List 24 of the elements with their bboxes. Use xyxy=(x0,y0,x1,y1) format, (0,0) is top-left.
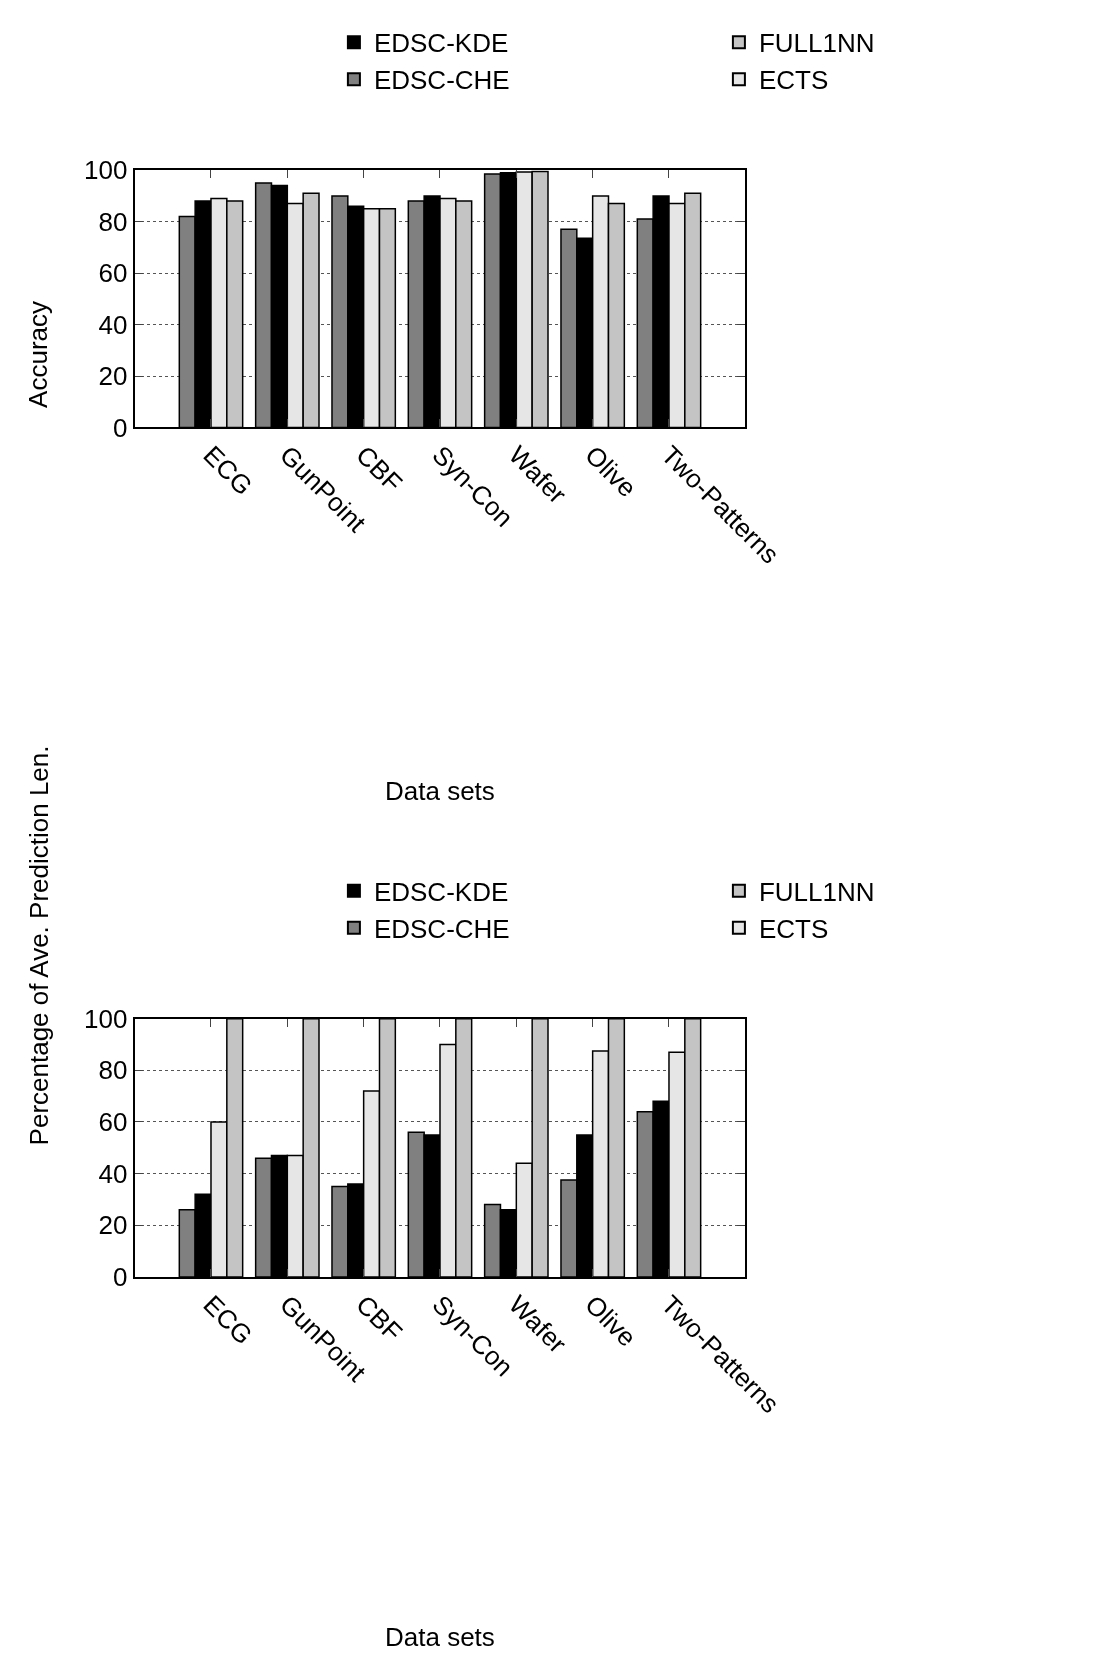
y-tick-label: 80 xyxy=(98,1055,128,1086)
y-tick-label: 60 xyxy=(98,258,128,289)
legend-label: EDSC-CHE xyxy=(373,913,510,944)
y-tick-label: 40 xyxy=(98,1158,128,1189)
x-axis-title: Data sets xyxy=(385,1622,495,1652)
legend-label: FULL1NN xyxy=(758,28,875,59)
legend-label: ECTS xyxy=(758,913,829,944)
y-tick-label: 20 xyxy=(98,361,128,392)
legend-label: EDSC-KDE xyxy=(373,876,509,907)
y-axis-title: Accuracy xyxy=(23,301,54,408)
legend-label: ECTS xyxy=(758,65,829,96)
y-tick-label: 100 xyxy=(84,155,128,186)
legend-label: FULL1NN xyxy=(758,876,875,907)
y-tick-label: 20 xyxy=(98,1210,128,1241)
y-tick-label: 40 xyxy=(98,309,128,340)
y-tick-label: 0 xyxy=(112,412,128,443)
legend-label: EDSC-CHE xyxy=(373,65,510,96)
x-axis-title: Data sets xyxy=(385,776,495,806)
y-axis-title: Percentage of Ave. Prediction Len. xyxy=(23,745,54,1146)
legend-label: EDSC-KDE xyxy=(373,28,509,59)
y-tick-label: 0 xyxy=(112,1262,128,1293)
y-tick-label: 80 xyxy=(98,206,128,237)
y-tick-label: 100 xyxy=(84,1003,128,1034)
y-tick-label: 60 xyxy=(98,1107,128,1138)
